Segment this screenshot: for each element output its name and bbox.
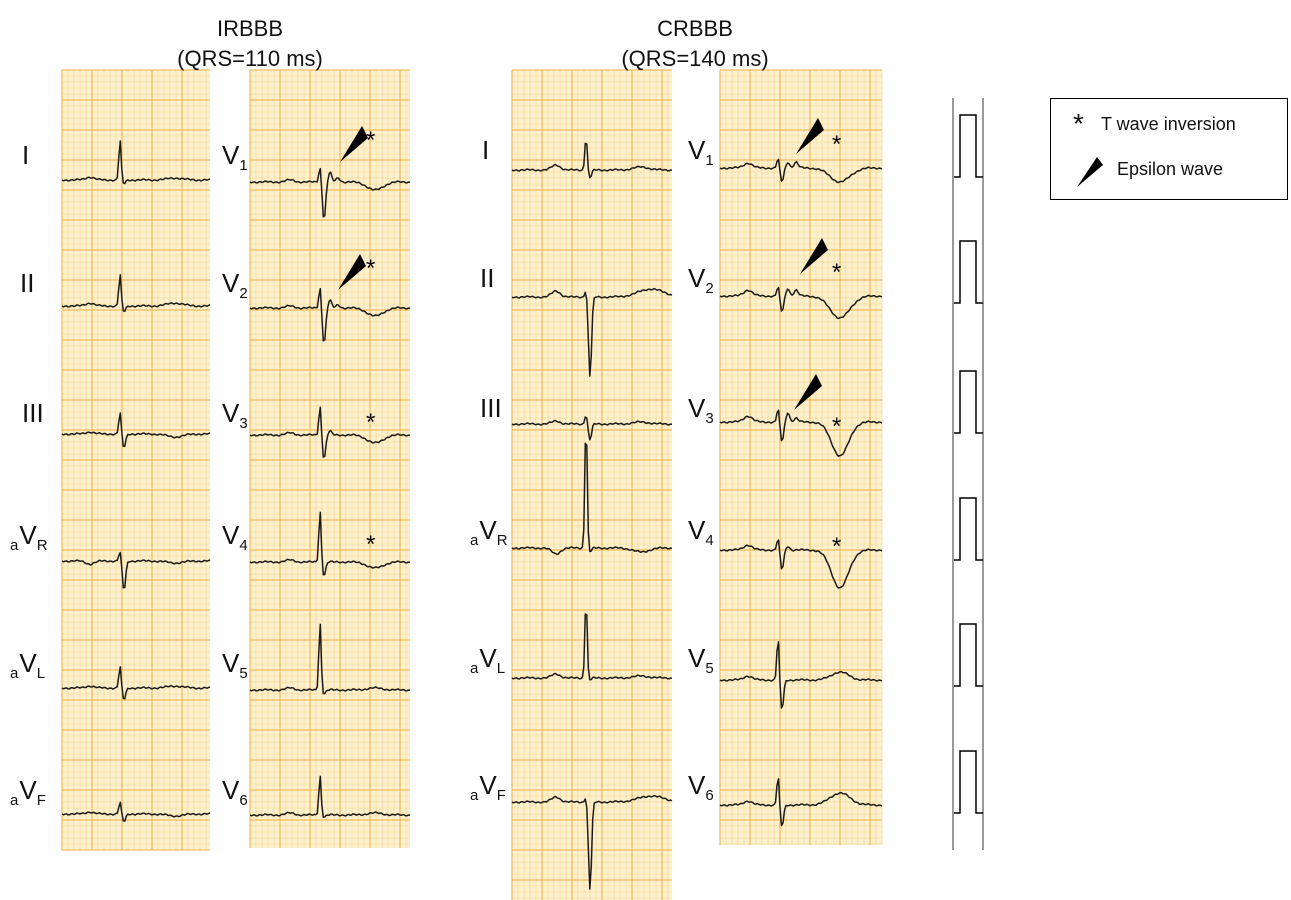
crbbb-limb-lead-label: I: [482, 135, 490, 165]
calibration-pulse: [954, 240, 983, 304]
irbbb-v2-t-inversion-marker: *: [366, 255, 375, 282]
irbbb-limb-lead-label: aVL: [10, 648, 46, 682]
crbbb-lead-ii-trace: [511, 287, 673, 377]
irbbb-v3-t-inversion-marker: *: [366, 409, 375, 436]
irbbb-lead-ii-trace: [61, 274, 211, 313]
crbbb-v4-t-inversion-marker: *: [832, 533, 841, 560]
crbbb-lead-avl-trace: [511, 613, 673, 681]
irbbb-limb-lead-label: aVR: [10, 520, 48, 554]
irbbb-lead-v5-trace: [249, 623, 411, 695]
calibration-pulse: [954, 497, 983, 561]
irbbb-precordial-lead-label: V4: [222, 520, 248, 554]
irbbb-qrs: (QRS=110 ms): [177, 46, 323, 71]
legend-epsilon-label: Epsilon wave: [1117, 159, 1224, 179]
irbbb-limb-lead-label: II: [20, 268, 35, 298]
irbbb-lead-avr-trace: [61, 551, 211, 589]
irbbb-limb-lead-label: aVF: [10, 775, 46, 809]
irbbb-precordial-lead-label: V1: [222, 140, 248, 174]
irbbb-lead-avf-trace: [61, 801, 211, 822]
irbbb-precordial-lead-label: V5: [222, 648, 248, 682]
crbbb-lead-iii-trace: [511, 416, 673, 441]
crbbb-lead-avr-trace: [511, 442, 673, 556]
crbbb-v3-t-inversion-marker: *: [832, 413, 841, 440]
crbbb-v1-epsilon-marker: [796, 118, 824, 154]
crbbb-limb-lead-label: aVF: [470, 770, 506, 804]
irbbb-precordial-lead-label: V2: [222, 268, 248, 302]
epsilon-triangle-icon: [1077, 157, 1103, 187]
crbbb-lead-avf-trace: [511, 794, 673, 890]
irbbb-precordial-panel: [249, 69, 410, 848]
irbbb-lead-v2-trace: [249, 287, 411, 342]
legend-star-icon: *: [1073, 108, 1084, 139]
crbbb-lead-v4-trace: [719, 539, 883, 589]
crbbb-precordial-lead-label: V3: [688, 393, 714, 427]
crbbb-lead-v3-trace: [719, 409, 883, 457]
irbbb-lead-v6-trace: [249, 775, 411, 818]
crbbb-limb-lead-label: aVR: [470, 515, 508, 549]
irbbb-limb-panel: [61, 69, 210, 851]
crbbb-name: CRBBB: [657, 16, 733, 41]
crbbb-qrs: (QRS=140 ms): [621, 46, 769, 71]
irbbb-lead-v4-trace: [249, 511, 411, 576]
crbbb-v3-epsilon-marker: [794, 374, 822, 410]
crbbb-precordial-lead-label: V1: [688, 135, 714, 169]
crbbb-v2-epsilon-marker: [800, 238, 828, 274]
irbbb-limb-lead-label: III: [22, 398, 44, 428]
crbbb-lead-v6-trace: [719, 778, 883, 827]
irbbb-name: IRBBB: [216, 16, 284, 41]
irbbb-title: IRBBB (QRS=110 ms): [80, 14, 420, 74]
crbbb-lead-v2-trace: [719, 286, 883, 320]
irbbb-lead-avl-trace: [61, 666, 211, 700]
crbbb-limb-lead-label: II: [480, 263, 495, 293]
irbbb-limb-lead-label: I: [22, 140, 30, 170]
crbbb-limb-panel: [511, 69, 672, 900]
irbbb-v1-epsilon-marker: [340, 126, 368, 162]
calibration-pulse: [954, 370, 983, 434]
crbbb-lead-v1-trace: [719, 158, 883, 184]
irbbb-lead-v3-trace: [249, 406, 411, 458]
irbbb-lead-v1-trace: [249, 167, 411, 218]
crbbb-precordial-lead-label: V2: [688, 263, 714, 297]
irbbb-v4-t-inversion-marker: *: [366, 531, 375, 558]
crbbb-v1-t-inversion-marker: *: [832, 131, 841, 158]
crbbb-precordial-lead-label: V5: [688, 643, 714, 677]
calibration-pulse: [954, 750, 983, 814]
legend-t-wave-label: T wave inversion: [1101, 114, 1236, 134]
calibration-pulse: [954, 623, 983, 687]
irbbb-v1-t-inversion-marker: *: [366, 127, 375, 154]
legend-box: * T wave inversion Epsilon wave: [1050, 98, 1288, 200]
crbbb-lead-v5-trace: [719, 641, 883, 709]
crbbb-lead-i-trace: [511, 142, 673, 179]
irbbb-lead-i-trace: [61, 140, 211, 185]
crbbb-limb-lead-label: III: [480, 393, 502, 423]
calibration-pulse: [954, 114, 983, 178]
calibration-strip: [950, 98, 986, 850]
irbbb-precordial-lead-label: V3: [222, 398, 248, 432]
crbbb-title: CRBBB (QRS=140 ms): [525, 14, 865, 74]
irbbb-lead-iii-trace: [61, 412, 211, 448]
irbbb-v2-epsilon-marker: [338, 254, 366, 290]
crbbb-limb-lead-label: aVL: [470, 643, 506, 677]
crbbb-precordial-lead-label: V4: [688, 515, 714, 549]
crbbb-precordial-lead-label: V6: [688, 770, 714, 804]
crbbb-v2-t-inversion-marker: *: [832, 259, 841, 286]
crbbb-precordial-panel: [719, 69, 883, 845]
irbbb-precordial-lead-label: V6: [222, 775, 248, 809]
